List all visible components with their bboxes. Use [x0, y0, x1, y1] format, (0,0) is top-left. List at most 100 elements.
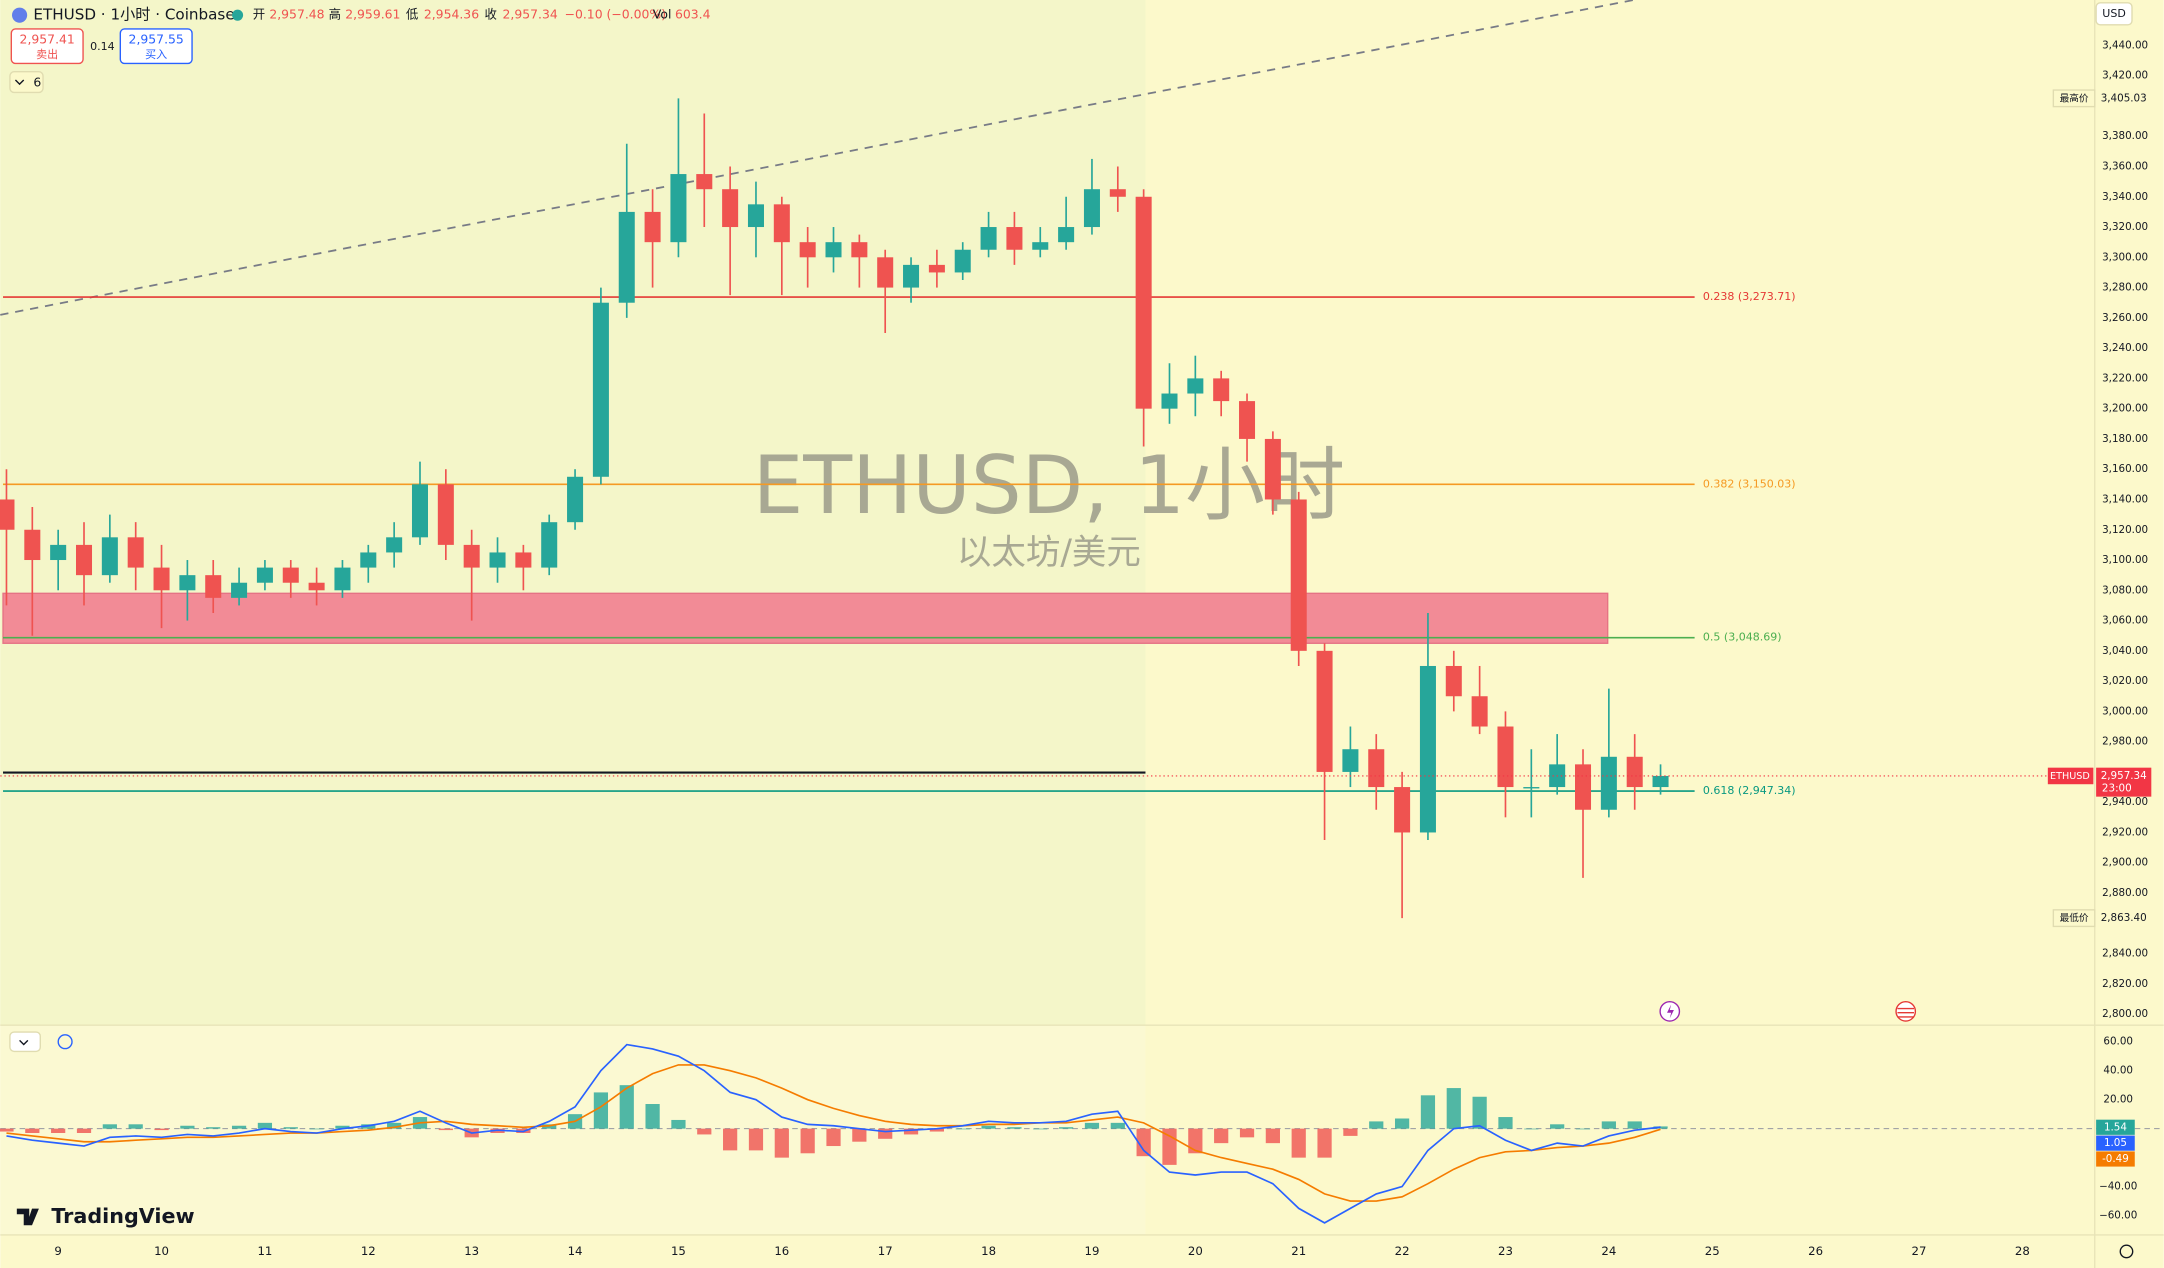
- candle-body: [179, 575, 196, 591]
- symbol-icon: [11, 7, 28, 23]
- candle-body: [411, 484, 429, 538]
- histogram-bar: [128, 1124, 143, 1129]
- histogram-bar: [852, 1128, 867, 1142]
- y-tick-label: 3,420.00: [2102, 70, 2148, 82]
- candle-body: [799, 242, 816, 258]
- change: −0.10 (−0.00%): [565, 7, 666, 22]
- candle-body: [1006, 227, 1023, 250]
- volume-label: Vol: [653, 7, 672, 22]
- watermark-title: ETHUSD, 1小时: [753, 439, 1345, 532]
- histogram-bar: [1627, 1121, 1642, 1129]
- y-tick-label: 3,380.00: [2102, 130, 2148, 142]
- settings-icon[interactable]: [2119, 1244, 2134, 1259]
- candle-body: [1058, 227, 1075, 243]
- y-tick-label: 3,280.00: [2102, 282, 2148, 294]
- x-tick-label: 17: [878, 1244, 893, 1258]
- candle-body: [463, 544, 480, 568]
- y-tick-label: 3,020.00: [2102, 675, 2148, 687]
- candle-body: [1445, 665, 1462, 697]
- session-shade: [0, 1025, 1146, 1235]
- candle-body: [1419, 665, 1436, 833]
- histogram-bar: [1239, 1128, 1255, 1138]
- y-tick-label: 2,940.00: [2102, 796, 2148, 808]
- y-tick-label: 3,360.00: [2102, 160, 2148, 172]
- symbol[interactable]: ETHUSD · 1小时 · Coinbase: [33, 6, 234, 24]
- trend-line: [0, 0, 1634, 316]
- y-tick-label: 3,440.00: [2102, 39, 2148, 51]
- candle-body: [282, 567, 299, 583]
- histogram-bar: [723, 1128, 738, 1151]
- candle-body: [980, 227, 997, 250]
- histogram-bar: [1369, 1121, 1384, 1129]
- y-tick-label: 3,200.00: [2102, 403, 2148, 415]
- histogram-bar: [1472, 1096, 1487, 1129]
- candle-body: [1575, 764, 1592, 810]
- candle-body: [386, 537, 403, 553]
- candle-body: [592, 302, 609, 477]
- event-flag[interactable]: [1895, 1001, 1917, 1022]
- x-tick-label: 12: [361, 1244, 376, 1258]
- y-tick-label: 3,100.00: [2102, 554, 2148, 566]
- candle-body: [1600, 756, 1617, 810]
- x-tick-label: 27: [1912, 1244, 1927, 1258]
- histogram-bar: [154, 1128, 169, 1131]
- candle-body: [696, 174, 713, 190]
- y-tick-label: 3,040.00: [2102, 645, 2148, 657]
- candle-body: [644, 211, 661, 243]
- chevron: [19, 1039, 29, 1046]
- candle-body: [489, 552, 506, 568]
- fib-label: 0.618 (2,947.34): [1703, 784, 1796, 797]
- histogram-bar: [878, 1128, 893, 1139]
- y-tick-label: 20.00: [2103, 1094, 2133, 1106]
- buy-label: 买入: [145, 48, 167, 61]
- histogram-bar: [1136, 1128, 1151, 1157]
- zone: [2, 592, 1609, 644]
- candle-body: [1471, 696, 1488, 727]
- candle-body: [0, 499, 15, 530]
- logo: [16, 1208, 39, 1226]
- y-tick-label: −60.00: [2099, 1210, 2137, 1222]
- candle-body: [1109, 189, 1126, 197]
- macd-value-label: 1.05: [2104, 1137, 2127, 1149]
- ohlc-label: 低: [406, 7, 418, 22]
- candle-body: [127, 537, 144, 568]
- candle-body: [825, 242, 842, 258]
- histogram-bar: [283, 1127, 298, 1129]
- candle-body: [1626, 756, 1643, 788]
- candle-body: [1187, 378, 1204, 394]
- sell-button[interactable]: [10, 28, 84, 65]
- buy-button[interactable]: [119, 28, 193, 65]
- histogram-bar: [748, 1128, 764, 1151]
- histogram-bar: [903, 1128, 919, 1135]
- indicator-toggle[interactable]: [9, 71, 44, 94]
- histogram-bar: [929, 1128, 944, 1132]
- ohlc-label: 收: [485, 7, 497, 22]
- pane-toggle[interactable]: [9, 1031, 41, 1053]
- y-tick-label: 2,880.00: [2102, 887, 2148, 899]
- histogram-bar: [1110, 1122, 1125, 1129]
- x-tick-label: 21: [1291, 1244, 1306, 1258]
- candle-body: [515, 552, 532, 568]
- histogram-bar: [826, 1128, 841, 1147]
- last-price-countdown: 23:00: [2102, 782, 2132, 794]
- pane-settings[interactable]: [57, 1034, 73, 1050]
- x-tick-label: 18: [981, 1244, 996, 1258]
- y-tick-label: 3,300.00: [2102, 251, 2148, 263]
- histogram-bar: [697, 1128, 712, 1135]
- y-tick-label: 3,000.00: [2102, 705, 2148, 717]
- x-tick-label: 13: [464, 1244, 479, 1258]
- candle-body: [903, 264, 920, 288]
- candle-body: [567, 476, 584, 523]
- histogram-bar: [25, 1128, 40, 1133]
- x-tick-label: 14: [568, 1244, 583, 1258]
- y-tick-label: 3,060.00: [2102, 615, 2148, 627]
- candle-body: [1264, 438, 1281, 500]
- symbol-tag-label: ETHUSD: [2050, 771, 2090, 782]
- candle-body: [851, 242, 868, 258]
- y-tick-label: 2,900.00: [2102, 857, 2148, 869]
- candle-body: [1083, 189, 1100, 228]
- currency-button[interactable]: [2095, 2, 2133, 26]
- price-marker-name-box: [2052, 89, 2096, 108]
- candle-body: [437, 484, 454, 545]
- candle-body: [877, 257, 894, 288]
